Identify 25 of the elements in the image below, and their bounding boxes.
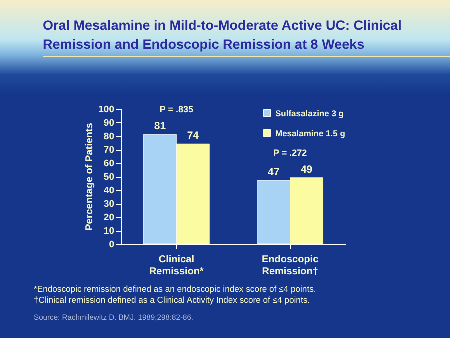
annotation: P = .272 — [274, 148, 308, 158]
y-tick-label: 70 — [104, 145, 114, 156]
annotation: P = .835 — [160, 104, 194, 115]
text: †Clinical remission defined as a Clinical Activity Index score of ≤4 points. — [34, 295, 312, 306]
data-label: 47 — [268, 166, 280, 179]
y-tick-label: 30 — [104, 199, 114, 210]
y-tick-label: 60 — [104, 158, 114, 170]
y-axis-title: Percentage of Patients — [84, 122, 96, 231]
y-tick-label: 50 — [104, 172, 114, 183]
data-label: 81 — [154, 120, 166, 133]
legend-label: Sulfasalazine 3 g — [276, 108, 344, 118]
y-tick-label: 40 — [104, 186, 114, 196]
y-tick-label: 100 — [98, 104, 114, 116]
legend-label: Mesalamine 1.5 g — [276, 128, 346, 138]
x-tick-label: Endoscopic Remission† — [262, 254, 320, 278]
chart-title: Oral Mesalamine in Mild-to-Moderate Active UC: Clinical Remission and Endoscopic Remission at 8 Weeks — [43, 17, 403, 54]
data-label: 74 — [187, 130, 200, 142]
x-tick-label: Clinical Remission* — [149, 254, 204, 278]
y-tick-label: 90 — [104, 118, 114, 129]
text: *Endoscopic remission defined as an endoscopic index score of ≤4 points. — [34, 284, 318, 295]
y-tick-label: 10 — [104, 226, 114, 237]
y-tick-label: 20 — [104, 212, 114, 224]
y-tick-label: 0 — [109, 240, 114, 250]
data-label: 49 — [300, 164, 313, 176]
y-tick-label: 80 — [104, 132, 114, 142]
